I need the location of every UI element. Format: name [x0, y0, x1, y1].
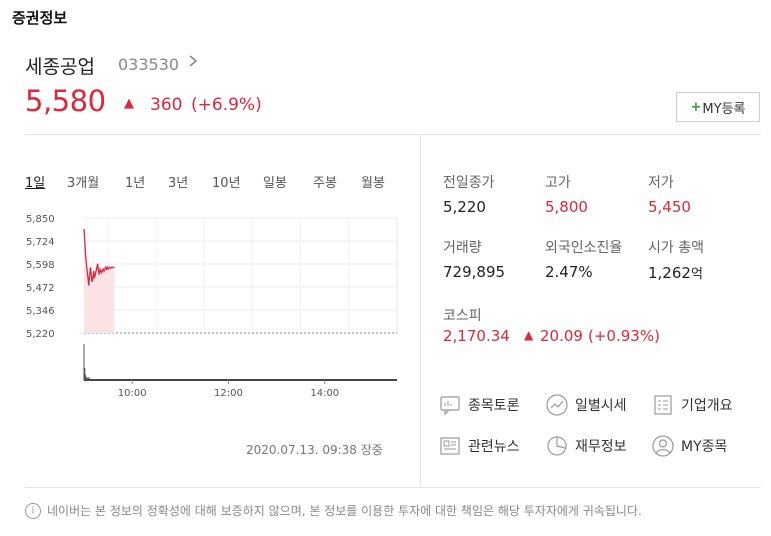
kospi-value: 2,170.34 — [443, 327, 510, 345]
stat-prev-close: 전일종가 5,220 — [443, 172, 495, 216]
stat-kospi: 코스피 — [443, 305, 482, 325]
link-news[interactable]: 관련뉴스 — [439, 435, 520, 457]
chart-series — [83, 228, 115, 333]
kospi-change: 20.09 — [540, 327, 583, 345]
chart-volume — [83, 344, 397, 381]
stat-volume: 거래량 729,895 — [443, 237, 505, 281]
stat-label: 고가 — [545, 175, 571, 191]
tab-1y[interactable]: 1년 — [125, 176, 146, 191]
my-register-button[interactable]: + MY등록 — [676, 92, 760, 122]
stat-value: 5,450 — [648, 198, 691, 216]
tab-1d[interactable]: 1일 — [25, 176, 46, 191]
my-register-label: MY등록 — [702, 101, 746, 117]
stat-value: 1,262억 — [648, 263, 704, 282]
price-chart[interactable]: 5,850 5,724 5,598 5,472 5,346 5,220 10:00 12:0… — [25, 205, 405, 405]
link-my-stocks[interactable]: MY종목 — [652, 435, 727, 457]
x-tick-label: 10:00 — [118, 388, 147, 399]
y-tick-label: 5,346 — [26, 306, 55, 317]
link-discussion[interactable]: 종목토론 — [439, 394, 520, 416]
info-icon: i — [25, 502, 41, 519]
link-company-overview[interactable]: 기업개요 — [652, 394, 733, 416]
tab-3m[interactable]: 3개월 — [67, 176, 100, 191]
tab-3y[interactable]: 3년 — [168, 176, 189, 191]
chevron-right-icon[interactable] — [188, 53, 198, 73]
link-label: 관련뉴스 — [468, 439, 520, 455]
chart-grid — [84, 217, 398, 334]
period-tabs: 1일 3개월 1년 3년 10년 일봉 주봉 월봉 — [25, 172, 385, 191]
stat-label[interactable]: 코스피 — [443, 308, 482, 324]
y-tick-label: 5,220 — [26, 329, 55, 340]
stat-label: 전일종가 — [443, 175, 495, 191]
chart-y-ticks: 5,850 5,724 5,598 5,472 5,346 5,220 — [26, 214, 55, 340]
stat-label: 거래량 — [443, 240, 482, 256]
price-change: 360 — [150, 95, 183, 115]
tab-monthly[interactable]: 월봉 — [361, 176, 385, 191]
stat-low: 저가 5,450 — [648, 172, 691, 216]
link-label: 종목토론 — [468, 398, 520, 414]
stat-value: 2.47% — [545, 263, 593, 281]
price-line — [83, 228, 115, 286]
link-label: 일별시세 — [575, 398, 627, 414]
stat-label: 시가 총액 — [648, 240, 704, 256]
stock-name[interactable]: 세종공업 — [25, 56, 95, 78]
stat-market-cap: 시가 총액 1,262억 — [648, 237, 704, 282]
stat-value: 5,220 — [443, 198, 486, 216]
tab-daily[interactable]: 일봉 — [263, 176, 287, 191]
link-label: 재무정보 — [575, 439, 627, 455]
x-tick-label: 12:00 — [214, 388, 243, 399]
timestamp: 2020.07.13. 09:38 장중 — [246, 443, 383, 457]
stat-high: 고가 5,800 — [545, 172, 588, 216]
pie-chart-icon — [546, 435, 568, 457]
stat-label: 저가 — [648, 175, 674, 191]
price-change-percent: (+6.9%) — [191, 95, 262, 115]
tab-weekly[interactable]: 주봉 — [313, 176, 337, 191]
stat-foreign: 외국인소진율 2.47% — [545, 237, 622, 281]
link-label: 기업개요 — [681, 398, 733, 414]
link-daily-price[interactable]: 일별시세 — [546, 394, 627, 416]
price-area — [84, 228, 115, 333]
newspaper-icon — [439, 435, 461, 457]
chart-x-ticks: 10:00 12:00 14:00 — [118, 380, 339, 399]
kospi-change-percent: (+0.93%) — [588, 327, 660, 345]
link-label: MY종목 — [681, 439, 728, 455]
y-tick-label: 5,472 — [26, 283, 55, 294]
trend-icon — [546, 394, 568, 416]
tab-10y[interactable]: 10년 — [212, 176, 241, 191]
plus-icon: + — [690, 99, 702, 115]
market-cap-unit: 억 — [690, 267, 703, 282]
market-cap-number: 1,262 — [648, 264, 691, 282]
divider — [25, 134, 761, 135]
y-tick-label: 5,598 — [26, 260, 55, 271]
disclaimer: i 네이버는 본 정보의 정확성에 대해 보증하지 않으며, 본 정보를 이용한… — [25, 502, 642, 519]
section-title: 증권정보 — [12, 9, 68, 27]
y-tick-label: 5,850 — [26, 214, 55, 225]
divider — [25, 487, 761, 488]
up-arrow-icon: ▲ — [524, 328, 534, 342]
y-tick-label: 5,724 — [26, 237, 55, 248]
x-tick-label: 14:00 — [310, 388, 339, 399]
current-price: 5,580 — [25, 84, 106, 118]
stock-code[interactable]: 033530 — [118, 55, 180, 74]
chat-icon — [439, 394, 461, 416]
link-financials[interactable]: 재무정보 — [546, 435, 627, 457]
document-icon — [652, 394, 674, 416]
stat-value: 729,895 — [443, 263, 506, 281]
user-icon — [652, 435, 674, 457]
divider-vertical — [420, 135, 421, 487]
stat-value: 5,800 — [545, 198, 588, 216]
up-arrow-icon: ▲ — [124, 96, 134, 111]
stat-label: 외국인소진율 — [545, 240, 623, 256]
disclaimer-text: 네이버는 본 정보의 정확성에 대해 보증하지 않으며, 본 정보를 이용한 투… — [47, 504, 642, 518]
